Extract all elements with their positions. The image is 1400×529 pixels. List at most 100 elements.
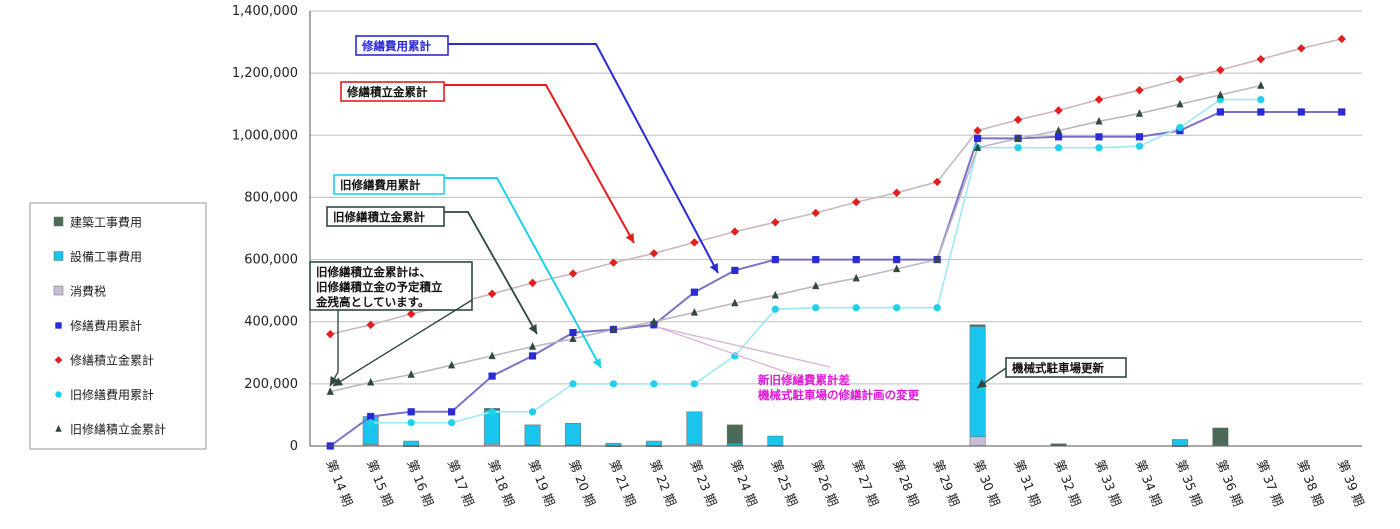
bar-segment: [969, 436, 986, 447]
legend-label: 消費税: [70, 284, 106, 299]
x-tick-label: 第 37 期: [1254, 458, 1286, 509]
arrow-head: [333, 377, 344, 386]
annotation-box: [340, 81, 445, 102]
series-point: [366, 320, 375, 330]
legend-label: 旧修繕費用累計: [70, 387, 154, 402]
annotation-arrow: [444, 211, 538, 335]
series-point: [812, 281, 820, 290]
series-point: [771, 255, 779, 264]
series-point: [55, 391, 62, 398]
series-point: [650, 380, 658, 388]
series-point: [407, 408, 415, 416]
series-point: [406, 309, 416, 319]
grid: [310, 10, 1362, 385]
series-point: [893, 255, 901, 264]
legend-label: 修繕積立金累計: [70, 353, 154, 368]
series-point: [448, 408, 456, 416]
x-tick-label: 第 25 期: [769, 458, 801, 509]
bar-segment: [605, 442, 622, 446]
series-point: [892, 188, 901, 197]
series-point: [1135, 133, 1144, 141]
y-tick-label: 1,000,000: [232, 128, 298, 143]
line-series: [326, 34, 1346, 450]
series-point: [1176, 99, 1184, 108]
bar-segment: [726, 424, 743, 444]
series-point: [407, 419, 415, 427]
series-point: [1094, 95, 1104, 104]
x-tick-label: 第 28 期: [890, 458, 922, 509]
series-point: [55, 425, 62, 432]
x-tick-label: 第 14 期: [323, 458, 355, 509]
series-point: [569, 328, 577, 337]
series-point: [1257, 81, 1265, 89]
x-tick-label: 第 26 期: [809, 458, 841, 509]
legend-swatch: [53, 216, 64, 227]
series-point: [730, 227, 740, 236]
annotation-arrow: [448, 43, 719, 274]
series-point: [812, 255, 820, 264]
annotation-arrow: [332, 299, 473, 387]
x-tick-label: 第 30 期: [971, 458, 1003, 509]
series-point: [852, 255, 860, 264]
series-point: [690, 380, 698, 388]
arrow-head: [977, 379, 987, 388]
series-point: [974, 134, 982, 142]
y-tick-label: 1,200,000: [232, 66, 298, 81]
series-point: [569, 380, 577, 388]
arrow-head: [709, 262, 718, 273]
y-tick-label: 600,000: [244, 253, 298, 268]
series-point: [1337, 34, 1346, 44]
annotation-box: [355, 35, 449, 56]
series-point: [609, 380, 618, 388]
series-point: [893, 304, 901, 312]
series-point: [1256, 54, 1266, 64]
annotation-box: [326, 206, 445, 227]
series-point: [893, 264, 901, 273]
annotation-text: 機械式駐車場の修繕計画の変更: [758, 388, 919, 402]
series-point: [488, 351, 496, 360]
axes: 0 200,000 400,000 600,000 800,000 1,000,000 1,…: [232, 4, 1367, 508]
x-tick-label: 第 39 期: [1335, 458, 1367, 509]
annotation-connector: [656, 326, 831, 368]
arrow-head: [625, 232, 634, 243]
x-tick-label: 第 15 期: [364, 458, 396, 509]
x-tick-label: 第 27 期: [849, 458, 881, 509]
x-tick-label: 第 19 期: [526, 458, 558, 509]
annotation-box: [309, 261, 473, 311]
series-point: [1175, 75, 1185, 84]
annotation-text: 修繕積立金累計: [346, 85, 428, 99]
series-line: [329, 111, 1342, 447]
series-point: [771, 218, 780, 227]
legend-label: 旧修繕積立金累計: [70, 422, 166, 437]
bar-segment: [767, 435, 784, 446]
x-tick-label: 第 21 期: [607, 458, 639, 509]
series-point: [933, 304, 941, 312]
series-point: [933, 255, 941, 263]
bar-segment: [524, 424, 541, 446]
series-point: [528, 352, 537, 360]
annotations: 修繕費用累計修繕積立金累計旧修繕費用累計旧修繕積立金累計旧修繕積立金累計は、旧修…: [309, 35, 1127, 402]
series-point: [528, 278, 537, 288]
legend-label: 設備工事費用: [70, 249, 142, 264]
series-point: [852, 197, 861, 207]
series-point: [1013, 115, 1023, 124]
series-point: [488, 408, 496, 416]
legend-label: 修繕費用累計: [70, 318, 142, 333]
x-tick-label: 第 36 期: [1214, 458, 1246, 509]
x-tick-label: 第 18 期: [485, 458, 517, 509]
series-point: [690, 288, 698, 296]
arrow-head: [528, 323, 537, 334]
x-tick-label: 第 35 期: [1173, 458, 1205, 509]
x-tick-label: 第 31 期: [1011, 458, 1043, 509]
series-point: [1216, 65, 1225, 75]
series-point: [1054, 133, 1063, 141]
annotation-text: 旧修繕積立金の予定積立: [316, 280, 443, 294]
series-point: [1095, 116, 1103, 125]
series-point: [974, 143, 982, 151]
annotation-arrow: [444, 177, 602, 369]
series-point: [690, 307, 698, 316]
x-tick-label: 第 24 期: [728, 458, 760, 509]
series-point: [852, 304, 860, 312]
x-tick-label: 第 23 期: [688, 458, 720, 509]
